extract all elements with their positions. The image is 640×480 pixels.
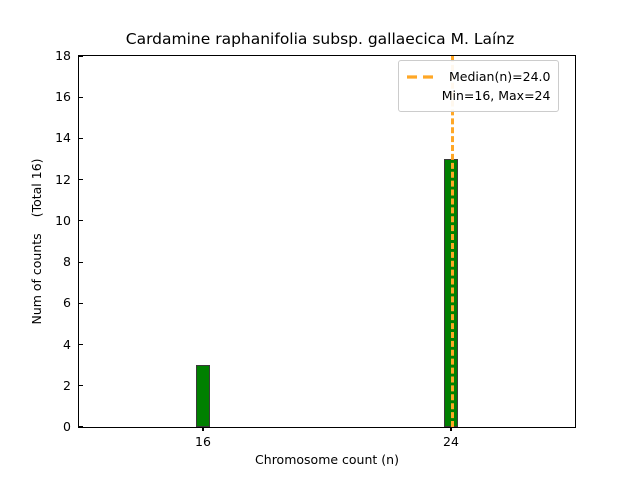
x-tick-mark xyxy=(202,427,204,431)
y-tick-label: 4 xyxy=(63,336,71,352)
y-tick-mark xyxy=(79,261,83,263)
y-tick-mark xyxy=(79,220,83,222)
plot-inner xyxy=(79,56,575,427)
legend-label-minmax: Min=16, Max=24 xyxy=(441,88,551,103)
chart-title: Cardamine raphanifolia subsp. gallaecica… xyxy=(125,30,515,48)
y-tick-mark xyxy=(79,426,83,428)
x-axis-label: Chromosome count (n) xyxy=(255,452,399,467)
y-tick-label: 16 xyxy=(55,89,71,105)
y-axis-label-line1: Num of counts xyxy=(28,233,44,325)
y-tick-label: 12 xyxy=(55,171,71,187)
legend: Median(n)=24.0 Min=16, Max=24 xyxy=(398,60,560,112)
legend-entry-median: Median(n)=24.0 xyxy=(406,67,550,86)
x-tick-mark xyxy=(450,427,452,431)
y-tick-mark xyxy=(79,137,83,140)
plot-area: 0 2 4 6 8 10 12 14 16 18 16 24 xyxy=(55,48,576,449)
legend-label-median: Median(n)=24.0 xyxy=(449,69,551,84)
median-dash-icon xyxy=(406,71,440,83)
y-tick-label: 2 xyxy=(63,377,71,393)
y-tick-label: 8 xyxy=(63,254,71,270)
y-axis-label-line2: (Total 16) xyxy=(28,158,44,218)
bar xyxy=(196,365,210,427)
y-tick-label: 6 xyxy=(63,295,71,311)
y-tick-label: 0 xyxy=(63,419,71,434)
x-tick-label: 16 xyxy=(195,434,211,449)
median-line xyxy=(451,56,454,427)
y-tick-label: 18 xyxy=(55,48,71,63)
y-tick-mark xyxy=(79,179,83,181)
y-tick-mark xyxy=(79,385,83,387)
y-tick-label: 10 xyxy=(55,212,71,228)
y-tick-label: 14 xyxy=(55,130,71,146)
legend-entry-minmax: Min=16, Max=24 xyxy=(406,86,551,105)
x-tick-label: 24 xyxy=(443,434,459,449)
y-axis-label: Num of counts (Total 16) xyxy=(18,55,54,428)
y-tick-mark xyxy=(79,55,83,57)
y-tick-mark xyxy=(79,343,83,346)
y-tick-mark xyxy=(79,302,83,304)
bar xyxy=(444,159,458,427)
y-tick-mark xyxy=(79,96,83,98)
